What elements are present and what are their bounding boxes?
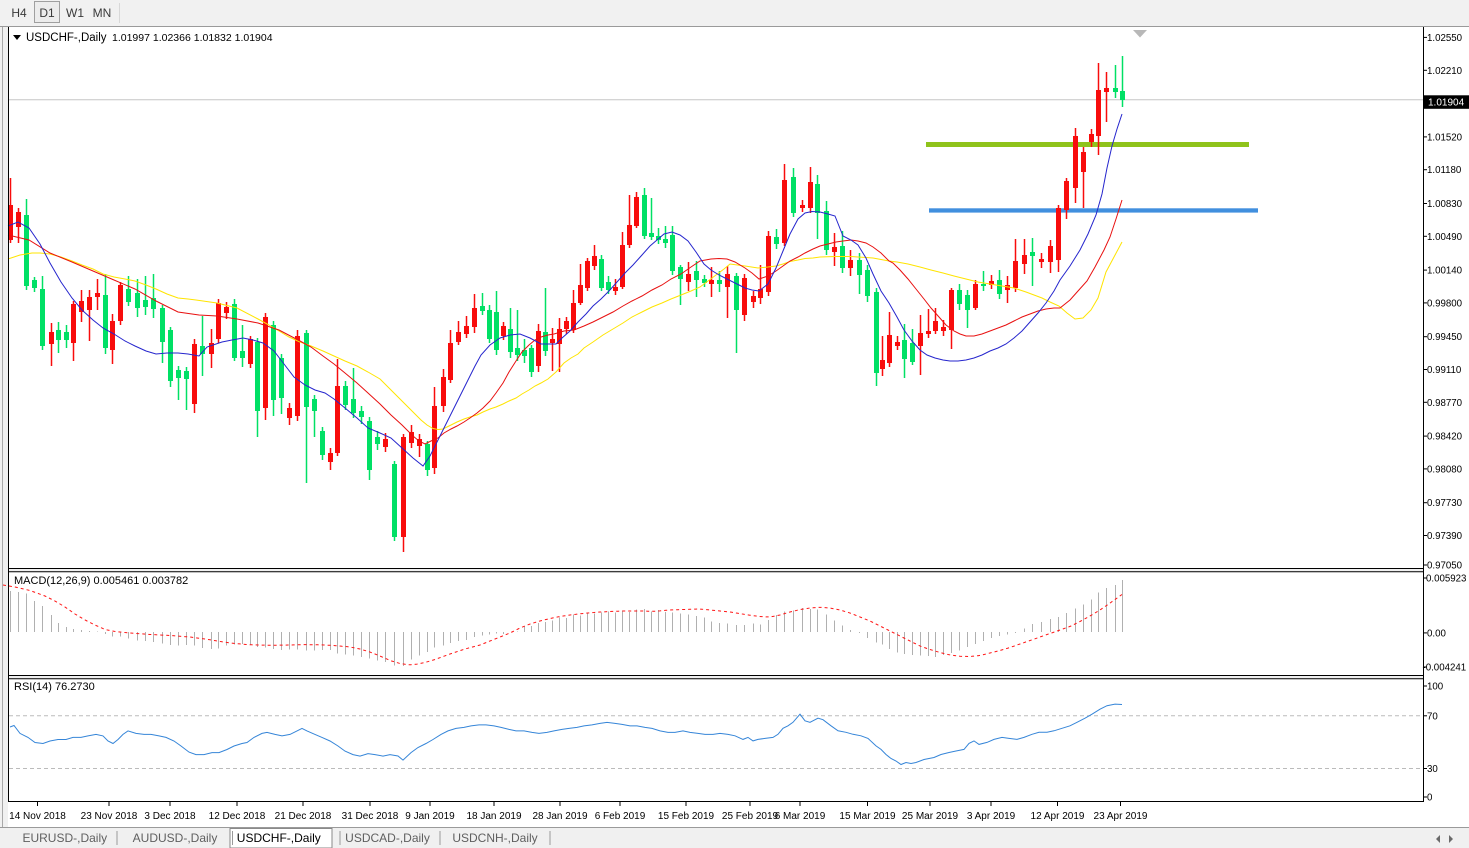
svg-text:12 Apr 2019: 12 Apr 2019 [1031, 811, 1085, 822]
svg-text:1.00490: 1.00490 [1427, 232, 1463, 243]
svg-text:23 Apr 2019: 23 Apr 2019 [1094, 811, 1148, 822]
svg-text:RSI(14) 76.2730: RSI(14) 76.2730 [14, 681, 95, 693]
svg-text:EURUSD-,Daily: EURUSD-,Daily [22, 831, 107, 845]
svg-text:1.00140: 1.00140 [1427, 266, 1463, 277]
svg-text:USDCHF-,Daily: USDCHF-,Daily [26, 32, 107, 44]
svg-text:USDCNH-,Daily: USDCNH-,Daily [452, 831, 537, 845]
svg-text:USDCHF-,Daily: USDCHF-,Daily [237, 831, 321, 845]
svg-text:AUDUSD-,Daily: AUDUSD-,Daily [133, 831, 218, 845]
svg-text:1.01180: 1.01180 [1427, 165, 1462, 176]
svg-text:1.02210: 1.02210 [1427, 66, 1463, 77]
svg-text:MACD(12,26,9) 0.005461 0.00378: MACD(12,26,9) 0.005461 0.003782 [14, 575, 188, 587]
svg-text:6 Mar 2019: 6 Mar 2019 [775, 811, 826, 822]
svg-text:0.98080: 0.98080 [1427, 464, 1463, 475]
svg-text:21 Dec 2018: 21 Dec 2018 [275, 811, 332, 822]
svg-text:18 Jan 2019: 18 Jan 2019 [466, 811, 521, 822]
svg-text:MN: MN [93, 6, 112, 20]
svg-text:USDCAD-,Daily: USDCAD-,Daily [345, 831, 430, 845]
svg-text:30: 30 [1427, 764, 1438, 775]
svg-text:0.99450: 0.99450 [1427, 332, 1463, 343]
svg-text:0.99800: 0.99800 [1427, 298, 1463, 309]
svg-text:6 Feb 2019: 6 Feb 2019 [595, 811, 646, 822]
svg-text:1.01904: 1.01904 [1428, 98, 1465, 109]
svg-text:9 Jan 2019: 9 Jan 2019 [405, 811, 455, 822]
svg-text:100: 100 [1427, 682, 1444, 693]
svg-text:1.02550: 1.02550 [1427, 33, 1463, 44]
svg-text:70: 70 [1427, 711, 1438, 722]
svg-text:0.00: 0.00 [1427, 628, 1446, 639]
svg-text:0.005923: 0.005923 [1426, 574, 1466, 585]
svg-text:31 Dec 2018: 31 Dec 2018 [342, 811, 399, 822]
svg-text:15 Feb 2019: 15 Feb 2019 [658, 811, 715, 822]
svg-text:3 Apr 2019: 3 Apr 2019 [967, 811, 1016, 822]
svg-text:-0.004241: -0.004241 [1423, 663, 1467, 674]
svg-text:0.98770: 0.98770 [1427, 398, 1463, 409]
svg-text:1.00830: 1.00830 [1427, 199, 1463, 210]
svg-text:1.01997 1.02366 1.01832 1.0190: 1.01997 1.02366 1.01832 1.01904 [112, 32, 273, 44]
svg-text:0.97050: 0.97050 [1427, 561, 1463, 572]
svg-text:0.97390: 0.97390 [1427, 531, 1463, 542]
svg-text:0.97730: 0.97730 [1427, 498, 1463, 509]
svg-text:3 Dec 2018: 3 Dec 2018 [144, 811, 196, 822]
svg-text:0.99110: 0.99110 [1427, 365, 1462, 376]
svg-text:23 Nov 2018: 23 Nov 2018 [81, 811, 138, 822]
svg-text:15 Mar 2019: 15 Mar 2019 [839, 811, 896, 822]
svg-text:D1: D1 [39, 6, 55, 20]
svg-text:0.98420: 0.98420 [1427, 432, 1463, 443]
svg-text:25 Feb 2019: 25 Feb 2019 [722, 811, 779, 822]
svg-text:0: 0 [1427, 793, 1433, 804]
svg-text:25 Mar 2019: 25 Mar 2019 [902, 811, 959, 822]
svg-text:12 Dec 2018: 12 Dec 2018 [209, 811, 266, 822]
svg-text:14 Nov 2018: 14 Nov 2018 [9, 811, 66, 822]
svg-text:W1: W1 [66, 6, 84, 20]
svg-text:28 Jan 2019: 28 Jan 2019 [532, 811, 587, 822]
svg-text:H4: H4 [11, 6, 27, 20]
svg-text:1.01520: 1.01520 [1427, 132, 1463, 143]
